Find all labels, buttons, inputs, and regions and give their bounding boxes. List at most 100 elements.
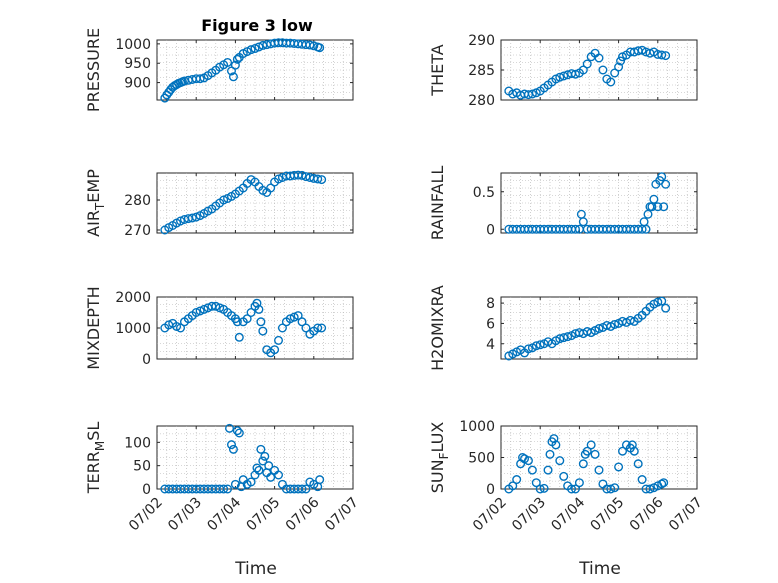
data-point [657,172,667,182]
data-point [637,475,647,485]
data-point [266,472,276,482]
y-tick-label: 0.5 [473,185,495,201]
data-point [256,317,266,327]
y-axis-label: RAINFALL [428,166,447,241]
data-point [633,459,643,469]
data-point [614,62,624,72]
subplot-sun-flux: 07/02 07/03 07/04 07/05 07/06 07/07 0 500 1000 SU… [428,419,706,534]
x-tick-label: 07/03 [165,495,205,535]
data-point [567,484,577,494]
data-point [270,345,280,355]
subplot-mixdepth: 0 1000 2000 MIXDEPTH [84,286,354,370]
data-point [629,446,639,456]
figure-title: Figure 3 low [201,16,313,35]
y-tick-label: 0 [486,222,495,238]
x-tick-label: 07/05 [244,495,284,535]
data-point [195,74,205,84]
data-point [645,484,655,494]
data-point [246,45,256,55]
y-axis-label: TERRMSL [84,422,107,495]
y-tick-label: 1000 [459,419,495,435]
data-point [254,42,264,52]
data-point [274,174,284,184]
data-point [315,475,325,485]
data-point [228,72,238,82]
y-tick-label: 0 [142,352,151,368]
data-point [543,465,553,475]
data-point [653,297,663,307]
data-point [191,308,201,318]
data-point [226,440,236,450]
data-point [297,317,307,327]
y-tick-label: 0 [142,482,151,498]
data-point [594,324,604,334]
y-tick-label: 280 [468,93,495,109]
data-point [230,479,240,489]
data-point [264,461,274,471]
x-tick-label: 07/05 [588,495,628,535]
subplot-theta: 280 285 290 THETA [428,33,698,109]
data-point [258,456,268,466]
y-tick-label: 2000 [115,290,151,306]
x-tick-label: 07/06 [283,494,323,534]
data-point [234,332,244,342]
y-tick-label: 50 [133,459,151,475]
data-point [232,54,242,64]
x-tick-label: 07/02 [126,495,166,535]
x-axis-label-left: Time [234,559,277,579]
data-point [176,216,186,226]
data-point [661,303,671,313]
data-point [598,65,608,75]
data-point [657,50,667,60]
data-point [545,449,555,459]
data-point [661,179,671,189]
y-tick-label: 285 [468,63,495,79]
data-point [301,323,311,333]
data-point [232,426,242,436]
data-point [285,314,295,324]
data-point [225,423,235,433]
data-point [527,465,537,475]
data-point [614,462,624,472]
data-point [594,53,604,63]
data-point [594,465,604,475]
y-tick-label: 270 [124,223,151,239]
data-point [246,308,256,318]
data-point [606,77,616,87]
data-point [653,202,663,212]
data-point [289,312,299,322]
data-point [606,484,616,494]
data-point [582,446,592,456]
x-axis-label-right: Time [578,559,621,579]
y-tick-label: 6 [486,316,495,332]
data-point [523,456,533,466]
y-tick-label: 900 [124,76,151,92]
y-tick-label: 1000 [115,37,151,53]
data-point [242,314,252,324]
data-point [277,323,287,333]
data-point [211,301,221,311]
data-point [315,43,325,53]
data-point [649,194,659,204]
data-point [641,224,651,234]
data-point [570,224,580,234]
y-tick-label: 100 [124,435,151,451]
y-axis-label: H2OMIXRA [428,285,447,371]
y-axis-label: SUNFLUX [428,422,451,494]
data-point [570,484,580,494]
data-point [232,317,242,327]
data-point [563,332,573,342]
data-point [551,440,561,450]
y-tick-label: 500 [468,451,495,467]
data-point [317,175,327,185]
data-point [309,41,319,51]
data-point [574,478,584,488]
data-point [578,459,588,469]
data-point [274,470,284,480]
data-point [616,56,626,66]
data-point [610,483,620,493]
data-point [590,449,600,459]
data-point [258,326,268,336]
data-point [559,71,569,81]
